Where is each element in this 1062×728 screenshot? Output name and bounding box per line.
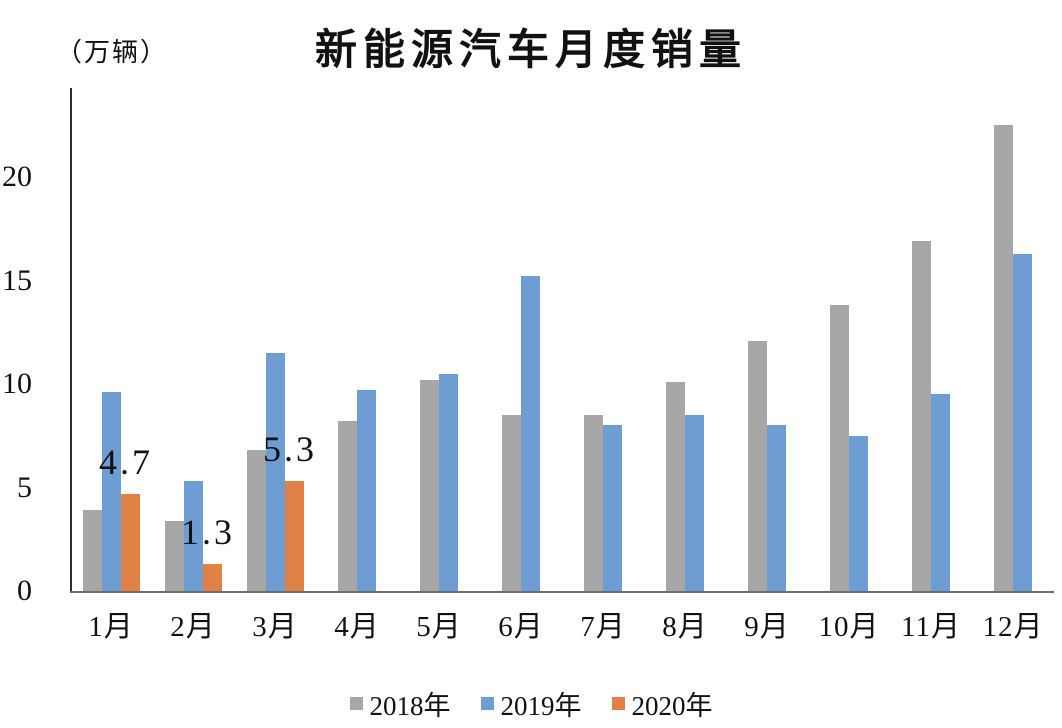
legend-swatch-2020-icon: [611, 697, 625, 710]
bar-2019-m2: [183, 481, 203, 591]
legend-item-2019: 2019年: [480, 684, 582, 723]
bar-2019-m11: [931, 394, 950, 591]
x-tick-label-3: 3月: [252, 611, 298, 643]
bar-2018-m6: [502, 415, 521, 591]
bar-2020-m3: [284, 481, 304, 591]
bar-2018-m3: [246, 450, 266, 591]
x-tick-label-5: 5月: [416, 611, 462, 643]
legend-label-2018: 2018年: [369, 691, 451, 721]
bar-2019-m5: [439, 373, 458, 591]
bar-2018-m4: [338, 421, 357, 591]
legend: 2018年 2019年 2020年: [0, 684, 1062, 723]
y-tick-label-10: 10: [2, 367, 32, 400]
data-label-2020-m1: 4.7: [99, 441, 153, 482]
data-label-2020-m2: 1.3: [181, 512, 235, 553]
y-tick-label-15: 15: [2, 263, 32, 297]
bar-2019-m10: [849, 435, 868, 591]
x-axis-line: [70, 591, 1054, 593]
x-tick-label-11: 11月: [901, 611, 961, 643]
x-tick-label-12: 12月: [982, 611, 1044, 643]
legend-label-2019: 2019年: [500, 691, 582, 721]
bar-2018-m11: [912, 241, 931, 591]
bar-2019-m12: [1013, 253, 1032, 591]
bar-2019-m3: [265, 352, 285, 591]
x-tick-label-2: 2月: [170, 611, 216, 643]
bar-2019-m1: [101, 392, 121, 591]
data-label-2020-m3: 5.3: [263, 429, 317, 470]
chart-title: 新能源汽车月度销量: [314, 28, 747, 74]
bar-2018-m12: [994, 125, 1013, 591]
bar-2018-m8: [666, 381, 685, 591]
y-tick-label-0: 0: [17, 574, 32, 607]
y-tick-label-20: 20: [2, 160, 32, 193]
legend-item-2020: 2020年: [611, 684, 713, 723]
x-tick-label-4: 4月: [334, 611, 380, 643]
bar-2019-m7: [603, 425, 622, 591]
bar-2018-m7: [584, 415, 603, 591]
bar-2019-m4: [357, 390, 376, 591]
x-tick-label-10: 10月: [818, 611, 880, 643]
bar-2019-m9: [767, 425, 786, 591]
legend-item-2018: 2018年: [349, 684, 451, 723]
bar-2018-m2: [164, 520, 184, 591]
legend-swatch-2018-icon: [349, 697, 363, 710]
x-tick-label-1: 1月: [88, 611, 134, 643]
y-axis-unit-label: （万辆）: [56, 38, 169, 67]
x-tick-label-6: 6月: [498, 611, 544, 643]
bar-2020-m1: [120, 493, 140, 591]
y-tick-label-5: 5: [17, 470, 32, 504]
bar-2018-m9: [748, 340, 767, 591]
x-tick-label-8: 8月: [662, 611, 708, 643]
bar-2020-m2: [202, 564, 222, 591]
bar-2019-m6: [521, 276, 540, 591]
bar-2019-m8: [685, 415, 704, 591]
y-axis-line: [70, 88, 72, 592]
legend-label-2020: 2020年: [631, 691, 713, 721]
legend-swatch-2019-icon: [480, 697, 494, 710]
bar-2018-m10: [830, 305, 849, 591]
x-tick-label-9: 9月: [744, 611, 790, 643]
x-tick-label-7: 7月: [580, 611, 626, 643]
bar-2018-m1: [82, 510, 102, 591]
bar-2018-m5: [420, 379, 439, 591]
